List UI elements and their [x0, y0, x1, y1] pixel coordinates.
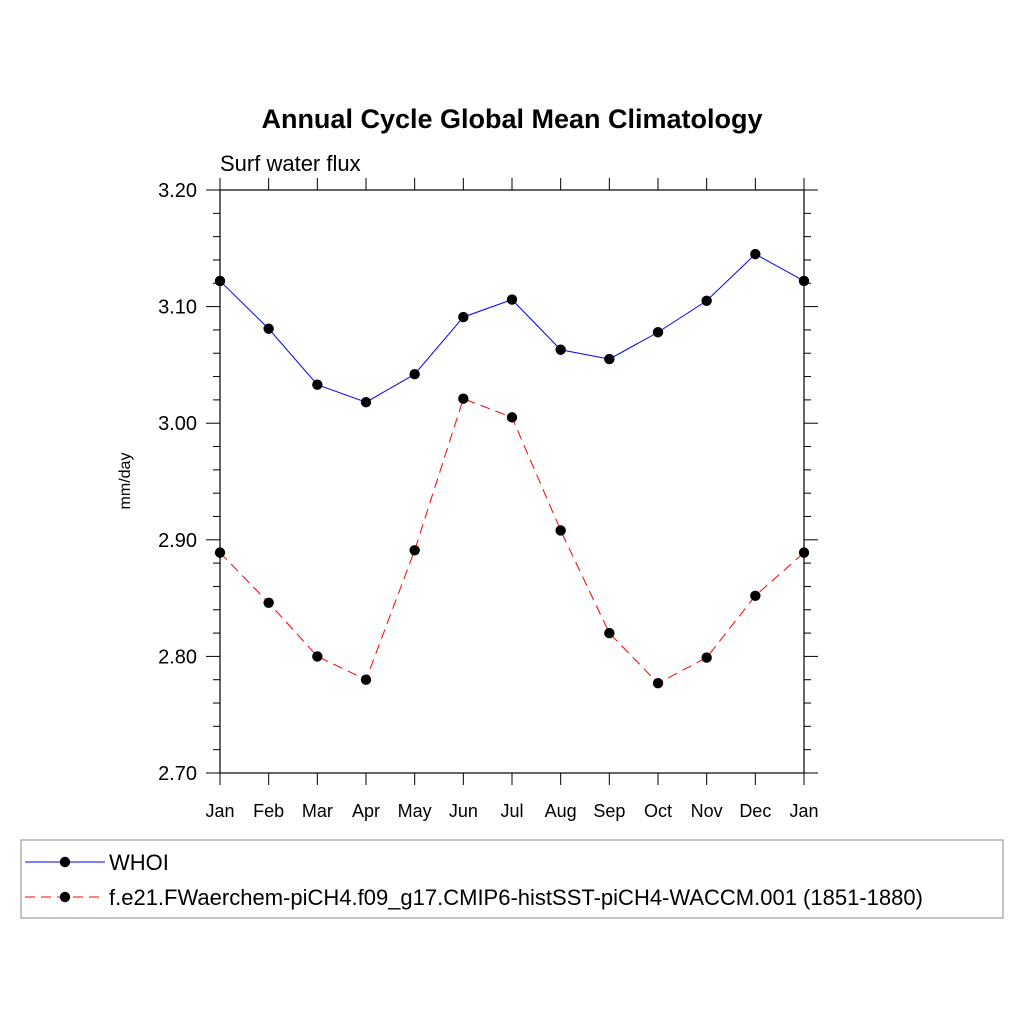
- series-0-point: [701, 295, 712, 306]
- series-0-point: [360, 397, 372, 408]
- x-tick-label: Apr: [352, 801, 380, 821]
- series-0-point: [604, 353, 615, 365]
- x-tick-label: Dec: [739, 801, 771, 821]
- series-0-point: [506, 294, 518, 305]
- y-tick-label: 2.80: [158, 646, 197, 668]
- y-tick-label: 2.70: [158, 763, 197, 785]
- series-0-point: [750, 248, 761, 260]
- series-1-point: [506, 412, 518, 423]
- x-tick-label: Nov: [691, 801, 723, 821]
- series-1-point: [701, 652, 712, 663]
- x-tick-label: Jun: [449, 801, 478, 821]
- series-line-1: [219, 398, 805, 684]
- x-tick-label: Oct: [644, 801, 672, 821]
- series-1-point: [604, 627, 615, 639]
- series-1-point: [360, 674, 372, 685]
- legend: WHOI f.e21.FWaerchem-piCH4.f09_g17.CMIP6-…: [20, 839, 1004, 919]
- series-line-0: [219, 253, 805, 403]
- y-tick-label: 3.20: [158, 180, 197, 202]
- series-1-point: [652, 678, 664, 689]
- series-0-point: [409, 369, 420, 380]
- series-1-point: [458, 393, 469, 404]
- legend-marker-0: [59, 856, 71, 868]
- series-0-point: [263, 323, 274, 334]
- plot-frame: [219, 189, 805, 774]
- chart-subtitle: Surf water flux: [220, 151, 361, 176]
- series-0-point: [214, 275, 226, 287]
- series-1-point: [555, 525, 566, 536]
- legend-label-0: WHOI: [109, 850, 169, 875]
- legend-label-1: f.e21.FWaerchem-piCH4.f09_g17.CMIP6-hist…: [109, 885, 923, 910]
- x-tick-label: Jan: [789, 801, 818, 821]
- x-tick-label: Jan: [205, 801, 234, 821]
- series-0-point: [555, 344, 566, 355]
- x-tick-label: Jul: [500, 801, 523, 821]
- series-0-point: [798, 275, 810, 287]
- series-0-point: [312, 379, 323, 390]
- y-tick-label: 3.00: [158, 413, 197, 435]
- x-tick-label: Aug: [545, 801, 577, 821]
- x-tick-label: Sep: [593, 801, 625, 821]
- x-tick-label: Mar: [302, 801, 333, 821]
- plot-area: 2.70 2.80 2.90 3.00 3.10 3.20 Jan Feb Mar Apr May J…: [158, 178, 819, 821]
- chart-title: Annual Cycle Global Mean Climatology: [261, 104, 762, 134]
- legend-marker-1: [59, 891, 71, 903]
- legend-box: [20, 839, 1004, 919]
- series-0-point: [458, 311, 469, 323]
- series-1-point: [263, 597, 274, 608]
- series-0-point: [652, 327, 664, 338]
- series-1-point: [409, 545, 420, 556]
- y-tick-label: 2.90: [158, 530, 197, 552]
- y-tick-label: 3.10: [158, 297, 197, 319]
- y-axis-label: mm/day: [117, 453, 134, 510]
- series-1-point: [798, 547, 810, 558]
- series-1-point: [750, 590, 761, 601]
- series-1-point: [214, 547, 226, 558]
- series-1-point: [312, 651, 323, 662]
- x-tick-label: Feb: [253, 801, 284, 821]
- x-tick-label: May: [398, 801, 432, 821]
